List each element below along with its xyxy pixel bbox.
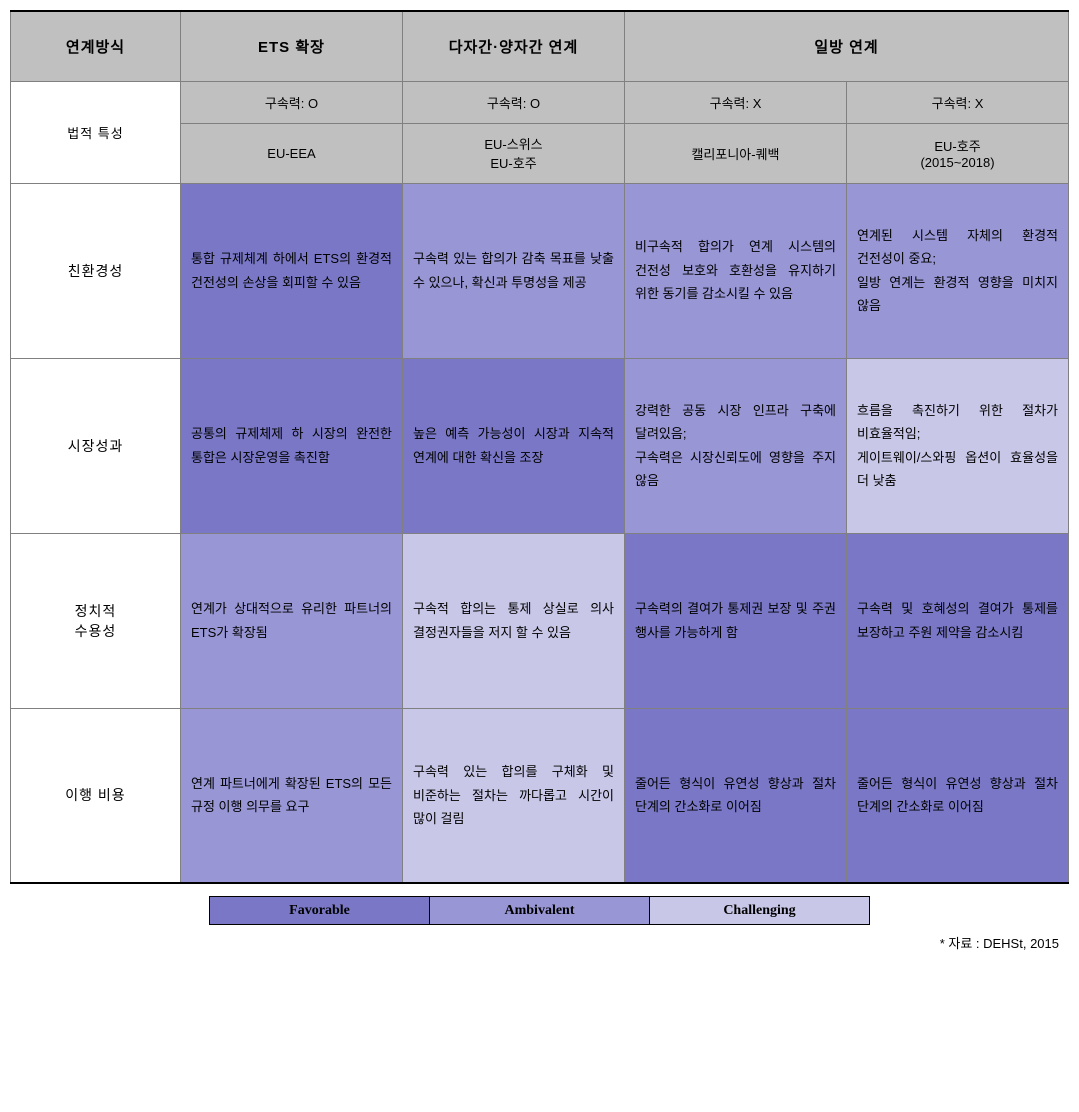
legend-ambivalent: Ambivalent xyxy=(430,897,650,925)
content-cell: 공통의 규제체제 하 시장의 완전한 통합은 시장운영을 촉진함 xyxy=(181,358,403,533)
example-2: EU-스위스EU-호주 xyxy=(403,123,625,183)
table-row: 이행 비용연계 파트너에게 확장된 ETS의 모든 규정 이행 의무를 요구구속… xyxy=(11,708,1069,883)
example-3: 캘리포니아-퀘백 xyxy=(625,123,847,183)
content-cell: 구속력 있는 합의를 구체화 및 비준하는 절차는 까다롭고 시간이 많이 걸림 xyxy=(403,708,625,883)
header-linkage-method: 연계방식 xyxy=(11,11,181,81)
header-ets-expansion: ETS 확장 xyxy=(181,11,403,81)
content-cell: 강력한 공동 시장 인프라 구축에 달려있음; 구속력은 시장신뢰도에 영향을 … xyxy=(625,358,847,533)
content-cell: 구속력 있는 합의가 감축 목표를 낮출 수 있으나, 확신과 투명성을 제공 xyxy=(403,183,625,358)
comparison-table: 연계방식 ETS 확장 다자간·양자간 연계 일방 연계 법적 특성 구속력: … xyxy=(10,10,1069,884)
source-note: * 자료 : DEHSt, 2015 xyxy=(10,933,1069,952)
binding-1: 구속력: O xyxy=(181,81,403,123)
legend-challenging: Challenging xyxy=(650,897,870,925)
table-row: 시장성과공통의 규제체제 하 시장의 완전한 통합은 시장운영을 촉진함높은 예… xyxy=(11,358,1069,533)
row-label: 시장성과 xyxy=(11,358,181,533)
content-cell: 높은 예측 가능성이 시장과 지속적 연계에 대한 확신을 조장 xyxy=(403,358,625,533)
content-cell: 구속적 합의는 통제 상실로 의사 결정권자들을 저지 할 수 있음 xyxy=(403,533,625,708)
binding-row: 법적 특성 구속력: O 구속력: O 구속력: X 구속력: X xyxy=(11,81,1069,123)
content-cell: 비구속적 합의가 연계 시스템의 건전성 보호와 호환성을 유지하기 위한 동기… xyxy=(625,183,847,358)
header-multilateral: 다자간·양자간 연계 xyxy=(403,11,625,81)
content-cell: 흐름을 촉진하기 위한 절차가 비효율적임; 게이트웨이/스와핑 옵션이 효율성… xyxy=(847,358,1069,533)
row-label: 친환경성 xyxy=(11,183,181,358)
header-row: 연계방식 ETS 확장 다자간·양자간 연계 일방 연계 xyxy=(11,11,1069,81)
legend-container: Favorable Ambivalent Challenging xyxy=(10,896,1069,925)
binding-2: 구속력: O xyxy=(403,81,625,123)
content-cell: 연계 파트너에게 확장된 ETS의 모든 규정 이행 의무를 요구 xyxy=(181,708,403,883)
content-cell: 연계된 시스템 자체의 환경적 건전성이 중요; 일방 연계는 환경적 영향을 … xyxy=(847,183,1069,358)
content-cell: 줄어든 형식이 유연성 향상과 절차 단계의 간소화로 이어짐 xyxy=(625,708,847,883)
table-row: 친환경성통합 규제체계 하에서 ETS의 환경적 건전성의 손상을 회피할 수 … xyxy=(11,183,1069,358)
legend-favorable: Favorable xyxy=(210,897,430,925)
example-1: EU-EEA xyxy=(181,123,403,183)
legend-table: Favorable Ambivalent Challenging xyxy=(209,896,870,925)
content-cell: 줄어든 형식이 유연성 향상과 절차 단계의 간소화로 이어짐 xyxy=(847,708,1069,883)
example-4: EU-호주(2015~2018) xyxy=(847,123,1069,183)
binding-3: 구속력: X xyxy=(625,81,847,123)
table-row: 정치적수용성연계가 상대적으로 유리한 파트너의 ETS가 확장됨구속적 합의는… xyxy=(11,533,1069,708)
binding-4: 구속력: X xyxy=(847,81,1069,123)
content-cell: 구속력 및 호혜성의 결여가 통제를 보장하고 주원 제약을 감소시킴 xyxy=(847,533,1069,708)
legal-label: 법적 특성 xyxy=(11,81,181,183)
content-cell: 통합 규제체계 하에서 ETS의 환경적 건전성의 손상을 회피할 수 있음 xyxy=(181,183,403,358)
content-cell: 연계가 상대적으로 유리한 파트너의 ETS가 확장됨 xyxy=(181,533,403,708)
row-label: 정치적수용성 xyxy=(11,533,181,708)
header-unilateral: 일방 연계 xyxy=(625,11,1069,81)
row-label: 이행 비용 xyxy=(11,708,181,883)
content-cell: 구속력의 결여가 통제권 보장 및 주권 행사를 가능하게 함 xyxy=(625,533,847,708)
